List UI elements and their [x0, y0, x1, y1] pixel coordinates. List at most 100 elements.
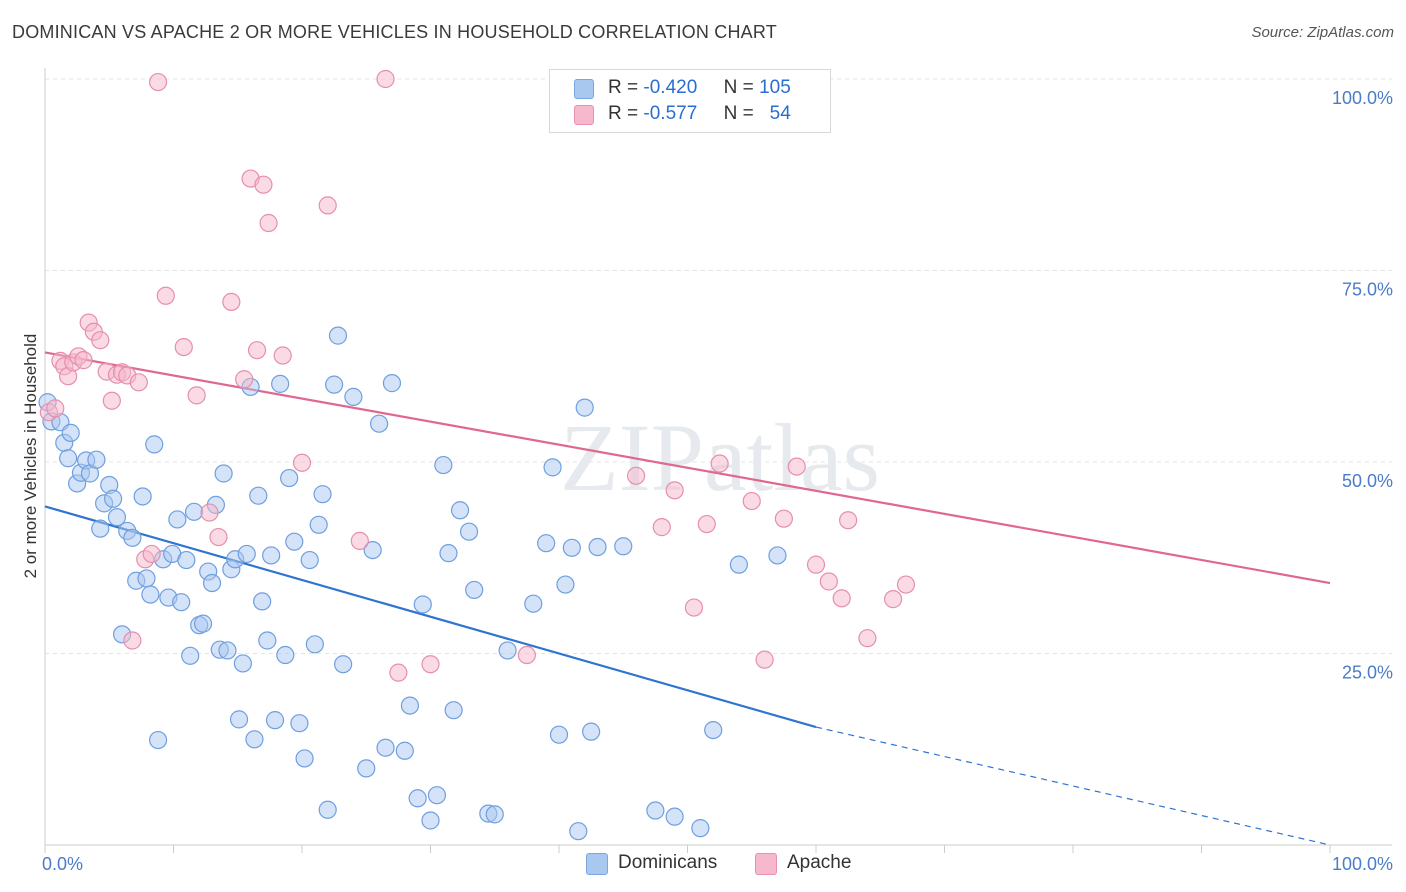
data-point: [787, 457, 806, 476]
data-point: [174, 338, 193, 357]
y-tick-label: 100.0%: [1332, 88, 1393, 108]
data-point: [691, 819, 710, 838]
trend-lines: [44, 351, 1331, 846]
data-point: [187, 386, 206, 405]
data-point: [334, 655, 353, 674]
data-point: [806, 555, 826, 574]
trend-line-dominicans: [44, 505, 817, 729]
data-point: [684, 598, 704, 617]
data-point: [485, 805, 504, 824]
trend-line-apache: [44, 351, 1331, 585]
data-point: [280, 468, 299, 488]
data-point: [200, 503, 219, 522]
x-tick-label: 0.0%: [42, 854, 83, 874]
data-point: [665, 807, 684, 826]
data-point: [325, 375, 344, 394]
data-point: [142, 544, 161, 564]
data-point: [498, 641, 517, 660]
series-apache: [39, 69, 916, 682]
data-point: [444, 701, 463, 720]
legend-n-value: 105: [759, 77, 791, 98]
data-point: [148, 72, 168, 92]
x-tick-label: 100.0%: [1332, 854, 1393, 874]
data-point: [290, 714, 309, 733]
data-point: [305, 635, 324, 654]
data-point: [450, 501, 470, 520]
data-point: [742, 491, 761, 511]
data-point: [235, 370, 254, 389]
data-point: [459, 522, 479, 541]
data-point: [172, 593, 191, 612]
data-point: [344, 387, 363, 406]
data-point: [839, 511, 858, 530]
legend-n-label: N =: [723, 103, 754, 124]
data-point: [328, 326, 348, 345]
data-point: [626, 466, 646, 485]
data-point: [768, 546, 787, 565]
legend-n-value: 54: [769, 103, 791, 124]
data-point: [129, 373, 148, 392]
data-point: [465, 580, 484, 600]
legend-swatch-dominicans: [574, 79, 594, 99]
legend-r-value: -0.420: [643, 77, 698, 98]
data-point: [363, 540, 382, 560]
data-point: [245, 730, 264, 749]
data-point: [141, 585, 160, 604]
data-point: [549, 725, 569, 744]
data-point: [819, 572, 838, 591]
y-tick-label: 75.0%: [1342, 280, 1393, 300]
legend-swatch-apache: [574, 105, 594, 125]
data-point: [273, 346, 292, 365]
data-point: [156, 286, 175, 305]
data-point: [253, 592, 272, 611]
data-point: [556, 575, 575, 594]
data-point: [133, 487, 152, 506]
data-point: [137, 569, 156, 588]
data-point: [249, 486, 268, 505]
axes: [44, 68, 1392, 853]
chart-title: DOMINICAN VS APACHE 2 OR MORE VEHICLES I…: [12, 22, 777, 42]
data-point: [254, 175, 273, 194]
data-point: [389, 663, 408, 682]
data-point: [318, 196, 337, 215]
data-point: [370, 414, 389, 433]
data-point: [237, 544, 256, 564]
data-point: [543, 458, 562, 477]
y-tick-label: 50.0%: [1342, 471, 1393, 491]
data-point: [421, 655, 440, 674]
data-point: [413, 595, 432, 614]
data-point: [123, 631, 142, 650]
data-point: [193, 614, 213, 633]
data-point: [168, 510, 187, 529]
data-point: [309, 515, 328, 534]
data-point: [883, 590, 903, 609]
data-point: [858, 629, 877, 648]
grid-lines: [45, 78, 1392, 654]
data-point: [214, 464, 233, 483]
trend-line-extension: [815, 726, 1331, 846]
data-point: [209, 527, 228, 547]
data-point: [376, 738, 395, 757]
data-point: [710, 454, 729, 473]
data-point: [704, 720, 723, 740]
data-point: [104, 489, 123, 508]
correlation-legend: R = -0.420 N = 105 R = -0.577 N = 54: [549, 69, 831, 133]
data-point: [262, 546, 281, 565]
data-point: [357, 759, 376, 778]
data-point: [61, 423, 80, 442]
data-point: [222, 292, 241, 312]
data-point: [896, 575, 916, 594]
data-point: [376, 69, 395, 89]
data-point: [145, 435, 164, 454]
data-point: [292, 453, 312, 472]
data-point: [229, 710, 249, 729]
series-dominicans: [38, 326, 787, 841]
data-point: [434, 455, 453, 475]
data-point: [258, 631, 277, 650]
data-point: [350, 531, 369, 550]
data-point: [588, 537, 607, 557]
data-point: [102, 391, 121, 410]
data-point: [46, 399, 65, 418]
data-point: [524, 594, 543, 613]
